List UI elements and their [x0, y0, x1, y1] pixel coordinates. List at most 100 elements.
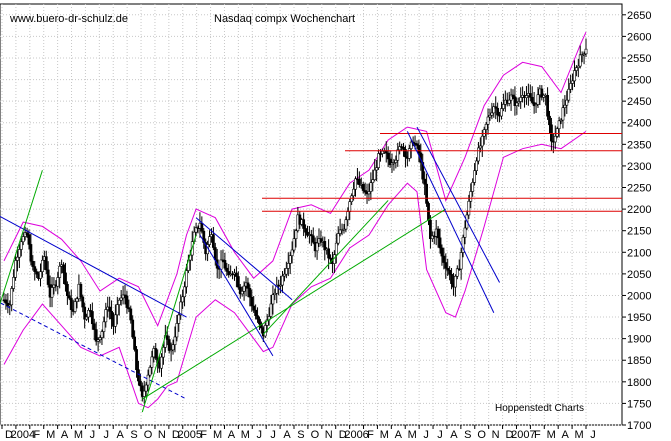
price-bar-body [534, 104, 538, 107]
price-bar-body [315, 242, 319, 252]
price-bar-body [154, 348, 158, 359]
price-bar-body [496, 107, 500, 116]
price-bar-body [530, 97, 534, 103]
x-tick-label: J [437, 429, 443, 441]
price-bar-body [35, 271, 39, 275]
price-bar-body [478, 145, 482, 149]
price-bar-body [12, 277, 16, 289]
price-bar-body [386, 152, 390, 160]
price-bar-body [338, 229, 342, 234]
price-bar-body [64, 272, 67, 285]
x-tick-label: F [534, 429, 541, 441]
price-bar-body [398, 146, 402, 151]
price-bar-body [21, 236, 25, 243]
price-bar-body [388, 158, 392, 166]
price-bar-body [423, 178, 427, 185]
x-tick-label: J [423, 429, 429, 441]
price-bar-body [488, 114, 492, 118]
price-bar-body [31, 261, 35, 267]
y-tick-label: 2650 [627, 10, 651, 22]
price-bar-body [283, 273, 286, 277]
x-tick-label: 2006 [344, 429, 368, 441]
price-bar-body [227, 271, 231, 276]
y-tick-label: 2000 [627, 290, 651, 302]
price-bar-body [148, 367, 152, 376]
price-bar-body [284, 268, 288, 275]
price-bar-body [33, 266, 37, 272]
price-bar-body [402, 146, 405, 150]
price-bar-body [110, 311, 113, 320]
price-bar-body [90, 311, 94, 325]
price-bar-body [137, 369, 140, 382]
price-bar-body [375, 167, 379, 171]
price-bar-body [181, 296, 185, 303]
price-bar-body [242, 285, 246, 292]
x-tick-label: A [61, 429, 69, 441]
price-bar-body [114, 314, 117, 327]
price-bar-body [440, 247, 444, 257]
price-bar-body [519, 97, 523, 102]
price-bar-body [302, 219, 306, 229]
price-bar-body [96, 339, 100, 342]
x-tick-label: M [74, 429, 83, 441]
y-tick-label: 2450 [627, 96, 651, 108]
price-bar-body [513, 96, 517, 106]
price-bar-body [144, 384, 148, 392]
x-tick-label: D [5, 429, 13, 441]
price-bar-body [396, 149, 400, 161]
price-bar-body [553, 135, 557, 143]
x-tick-label: A [561, 429, 569, 441]
price-bar-body [89, 310, 92, 312]
price-bar-body [559, 119, 563, 122]
price-bar-body [208, 236, 211, 245]
price-bar-body [573, 70, 576, 82]
price-bar-body [177, 314, 181, 324]
price-bar-body [580, 54, 584, 56]
price-bar-body [463, 227, 467, 238]
price-bar-body [131, 319, 135, 338]
price-bar-body [565, 99, 569, 106]
x-tick-label: M [408, 429, 417, 441]
price-bar-body [550, 124, 553, 142]
price-bar-body [415, 143, 419, 146]
price-bar-body [150, 356, 154, 368]
price-bar-body [421, 162, 425, 180]
x-tick-label: D [506, 429, 514, 441]
y-tick-label: 1750 [627, 398, 651, 410]
x-tick-label: S [130, 429, 137, 441]
trendline [195, 217, 293, 301]
price-bar-body [8, 304, 12, 307]
trendline [0, 215, 187, 318]
price-bar-body [165, 335, 169, 340]
price-bar-body [223, 260, 227, 269]
price-bar-body [79, 283, 83, 298]
price-bar-body [25, 232, 29, 235]
price-bar-body [248, 288, 252, 298]
price-bar-body [361, 184, 365, 191]
price-bars [2, 38, 588, 404]
price-bar-body [379, 153, 382, 155]
price-bar-body [482, 129, 486, 137]
bollinger-lower [3, 130, 587, 409]
price-bar-body [336, 233, 340, 244]
trendlines [0, 126, 501, 413]
price-bar-body [121, 294, 125, 299]
price-bar-body [117, 299, 121, 305]
x-tick-label: S [297, 429, 304, 441]
price-bar-body [486, 116, 490, 125]
price-bar-body [288, 255, 292, 264]
trendline [199, 234, 274, 357]
price-bar-body [27, 234, 31, 245]
price-bar-body [436, 228, 440, 239]
y-tick-label: 2600 [627, 31, 651, 43]
price-bar-body [44, 256, 48, 271]
x-tick-label: D [339, 429, 347, 441]
price-bar-body [271, 294, 275, 305]
trendline [406, 131, 495, 313]
price-bar-body [175, 323, 179, 338]
x-tick-label: M [547, 429, 556, 441]
x-tick-label: F [33, 429, 40, 441]
price-bar-body [563, 104, 567, 108]
price-bar-body [183, 286, 186, 298]
price-bar-body [409, 141, 413, 149]
